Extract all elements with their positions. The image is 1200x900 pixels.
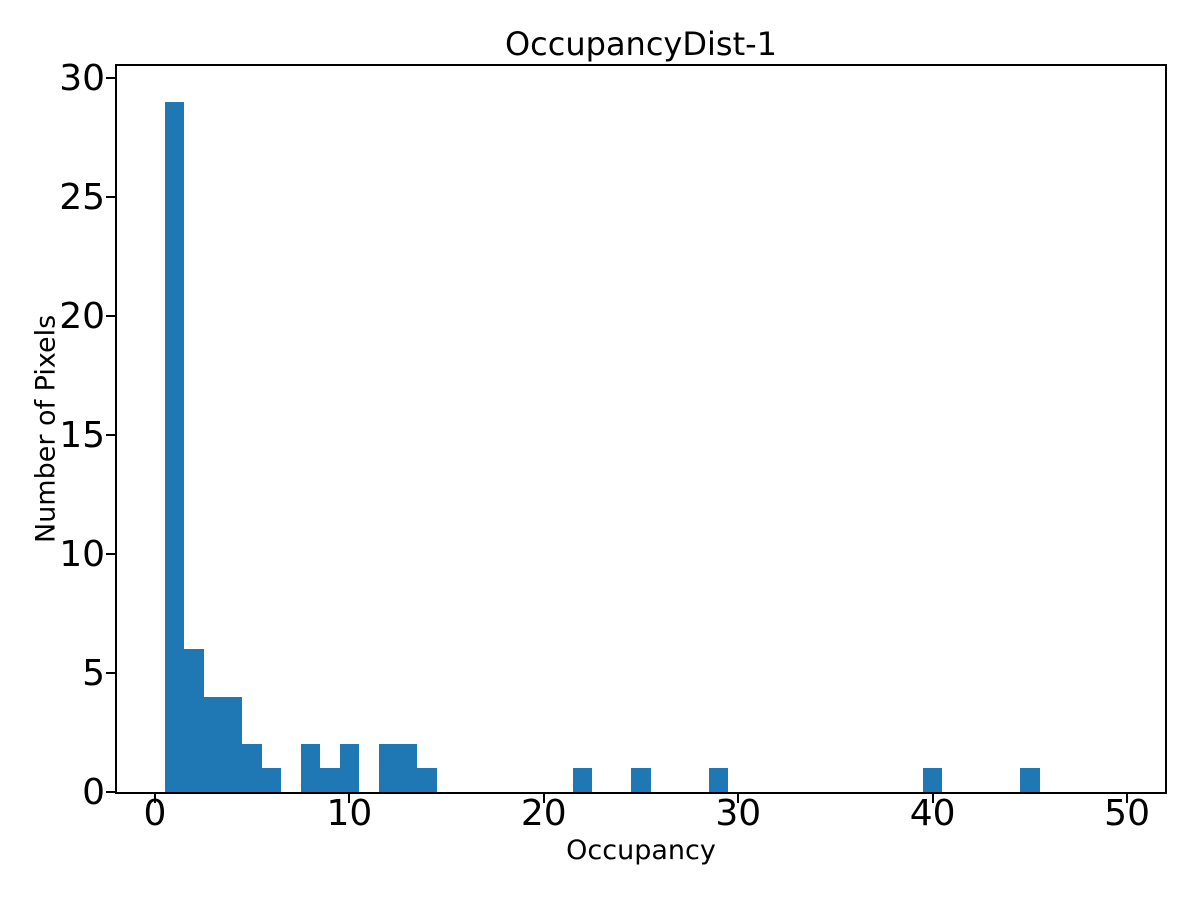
histogram-bar (572, 768, 593, 792)
x-tick-label: 10 (326, 793, 373, 834)
histogram-bar (320, 768, 340, 792)
histogram-bar (378, 744, 398, 792)
y-tick-mark (106, 433, 115, 436)
y-tick-label: 10 (59, 533, 105, 575)
y-tick-label: 5 (82, 652, 105, 694)
x-tick-mark (153, 794, 156, 803)
histogram-bar (1020, 768, 1040, 792)
histogram-bar (222, 696, 243, 792)
histogram-bar (417, 768, 437, 792)
y-tick-mark (106, 314, 115, 317)
chart-title: OccupancyDist-1 (504, 25, 778, 63)
y-tick-label: 0 (82, 772, 105, 813)
x-tick-label: 50 (1104, 793, 1150, 834)
x-tick-label: 0 (143, 793, 167, 834)
histogram-bar (300, 744, 321, 792)
histogram-bar (242, 744, 262, 792)
x-tick-mark (931, 794, 934, 803)
y-axis-label: Number of Pixels (30, 314, 62, 544)
x-tick-mark (348, 794, 351, 803)
histogram-bar (922, 768, 943, 792)
histogram-bar (631, 768, 651, 792)
histogram-bar (184, 649, 204, 792)
y-tick-label: 30 (59, 57, 105, 99)
plot-area (115, 64, 1167, 794)
y-tick-label: 15 (59, 414, 105, 456)
histogram-bar (164, 101, 185, 792)
y-tick-mark (106, 791, 115, 793)
x-tick-label: 40 (909, 793, 956, 834)
histogram-bar (203, 696, 223, 792)
x-axis-label: Occupancy (566, 835, 716, 866)
y-tick-mark (106, 76, 115, 79)
y-tick-mark (106, 552, 115, 555)
y-tick-mark (106, 195, 115, 198)
histogram-bar (339, 744, 360, 792)
x-tick-mark (542, 794, 545, 803)
histogram-bar (261, 768, 282, 792)
y-tick-label: 20 (59, 295, 105, 337)
y-tick-label: 25 (59, 176, 105, 218)
x-tick-label: 20 (520, 793, 567, 834)
histogram-bar (709, 768, 729, 792)
x-tick-label: 30 (715, 793, 762, 834)
x-tick-mark (1126, 794, 1129, 803)
y-tick-mark (106, 671, 115, 674)
x-tick-mark (737, 794, 740, 803)
histogram-bar (397, 744, 418, 792)
